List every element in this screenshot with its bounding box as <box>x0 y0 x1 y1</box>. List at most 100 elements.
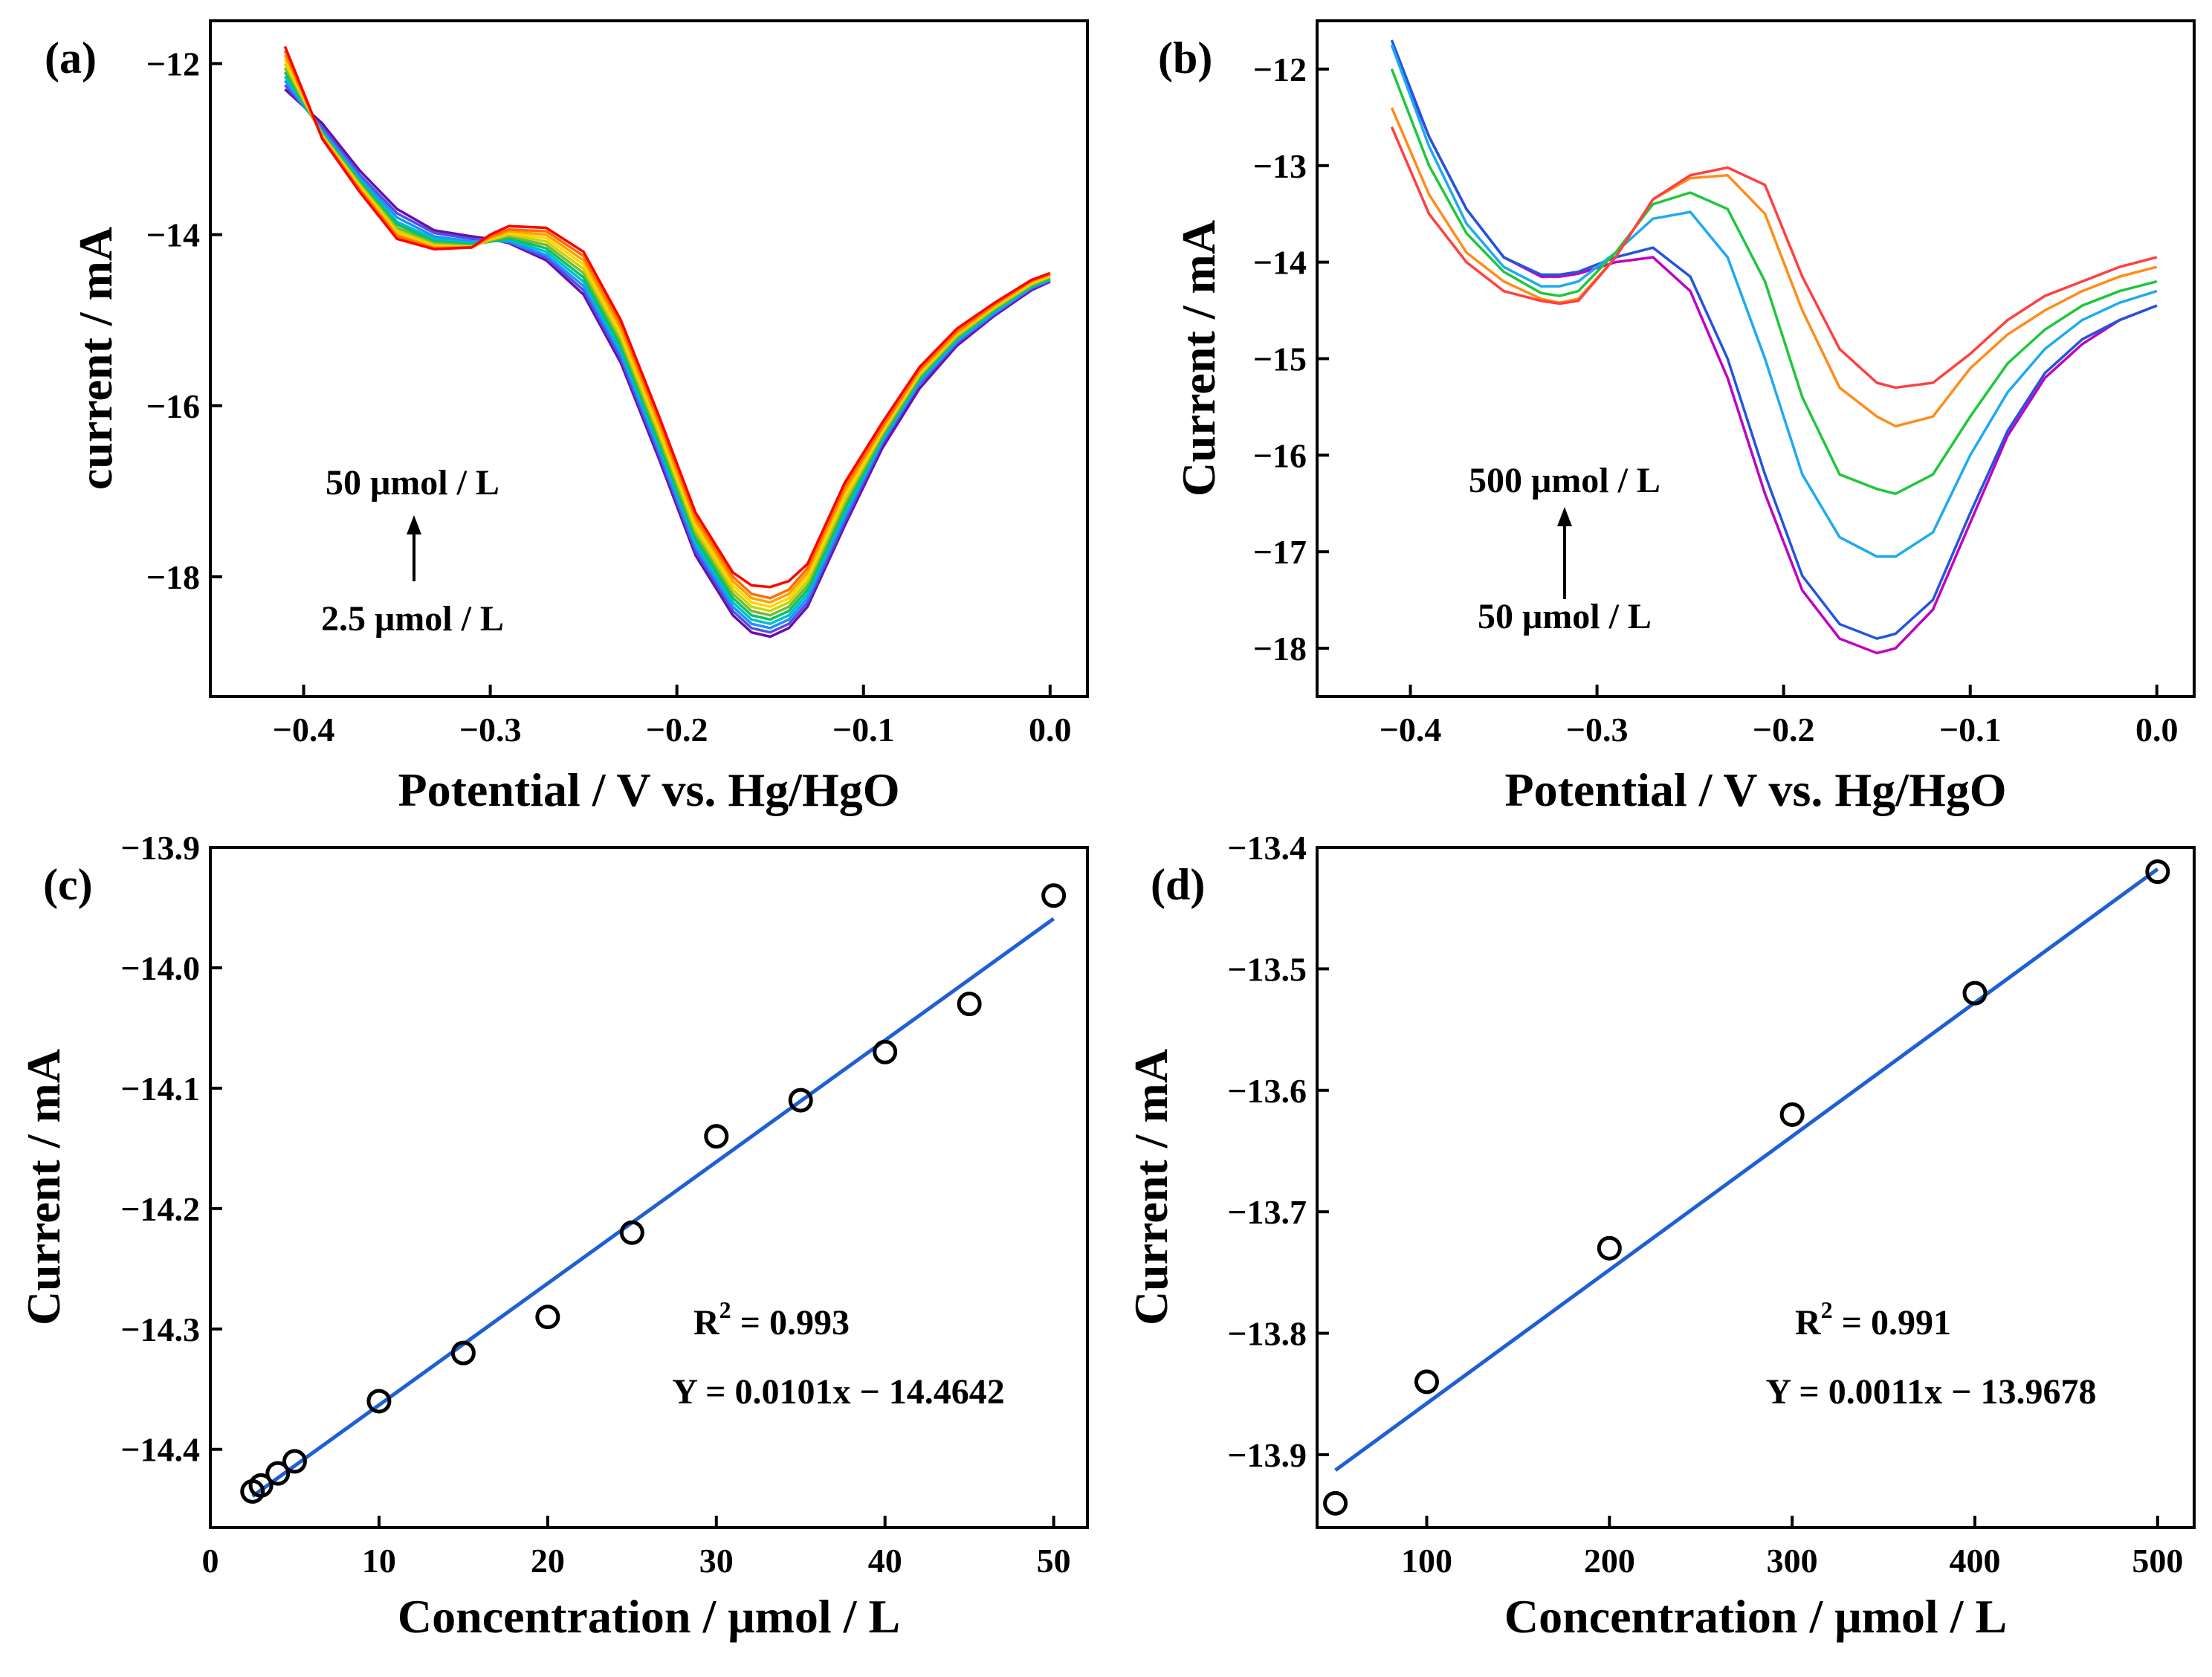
y-axis-title: Current / mA <box>17 1049 70 1325</box>
x-tick-label: −0.4 <box>1380 711 1442 749</box>
x-tick-label: 300 <box>1767 1542 1818 1580</box>
series-line <box>283 62 1051 613</box>
panel-b: −0.4 −0.3 −0.2 −0.1 0.0 −12 −13 −14 −15 −16 −17 −18… <box>1158 19 2196 816</box>
x-tick-label: 40 <box>868 1542 902 1580</box>
y-tick-label: −13.4 <box>1227 829 1307 867</box>
series-line <box>1390 39 2158 640</box>
annotation-top: 50 μmol / L <box>326 463 499 503</box>
y-tick-label: −14.4 <box>120 1431 200 1469</box>
series-line <box>1390 107 2158 428</box>
x-tick-label: 100 <box>1401 1542 1452 1580</box>
r-squared-superscript: 2 <box>719 1296 731 1323</box>
x-tick-label: 400 <box>1950 1542 2001 1580</box>
data-point <box>1323 1490 1348 1516</box>
fit-line <box>251 917 1055 1498</box>
fit-equation: Y = 0.0011x − 13.9678 <box>1766 1372 2097 1412</box>
data-point <box>2145 859 2170 885</box>
series-line <box>283 54 1051 604</box>
data-point <box>265 1461 291 1486</box>
annotation-top: 500 μmol / L <box>1469 461 1660 500</box>
x-axis-title: Potential / V vs. Hg/HgO <box>1505 763 2007 816</box>
data-point <box>788 1088 813 1113</box>
arrow-head-icon <box>407 515 421 534</box>
r-squared-value: = 0.993 <box>731 1303 850 1342</box>
y-tick-label: −15 <box>1253 340 1307 378</box>
series-line <box>283 45 1051 589</box>
data-point <box>366 1389 392 1414</box>
data-point <box>450 1340 476 1366</box>
x-tick-label: −0.3 <box>459 711 522 749</box>
x-tick-label: 500 <box>2132 1542 2183 1580</box>
series-line <box>1390 126 2158 390</box>
series-line <box>283 50 1051 600</box>
x-tick-label: 0.0 <box>1029 711 1072 749</box>
panel-c: 0 10 20 30 40 50 −13.9 −14.0 −14.1 −14.2 −14.3 −14.… <box>17 829 1089 1643</box>
y-tick-label: −13.8 <box>1227 1315 1307 1353</box>
y-tick-label: −12 <box>1253 51 1307 88</box>
series-line <box>1390 44 2158 655</box>
y-tick-label: −14.0 <box>120 949 200 987</box>
x-tick-label: −0.4 <box>273 711 335 749</box>
y-tick-label: −13.5 <box>1227 950 1307 988</box>
y-axis-title: current / mA <box>69 227 122 490</box>
y-tick-label: −13.7 <box>1227 1193 1307 1231</box>
x-tick-label: −0.2 <box>646 711 708 749</box>
y-tick-label: −16 <box>1253 436 1307 474</box>
y-tick-label: −14 <box>1253 244 1307 282</box>
fit-line <box>1334 867 2159 1472</box>
x-tick-label: 200 <box>1584 1542 1635 1580</box>
x-axis-title: Concentration / μmol / L <box>398 1590 900 1643</box>
y-tick-label: −12 <box>146 45 200 83</box>
series-line <box>1390 68 2158 496</box>
panel-label: (b) <box>1158 33 1212 83</box>
y-tick-label: −14.1 <box>120 1070 200 1108</box>
r-squared-prefix: R <box>693 1303 720 1342</box>
series-line <box>284 80 1051 630</box>
data-point <box>282 1449 307 1474</box>
data-point <box>1962 980 1988 1006</box>
r-squared-label: R2 = 0.991 <box>1795 1296 1951 1342</box>
x-tick-label: −0.1 <box>1939 711 2002 749</box>
panel-d: 100 200 300 400 500 −13.4 −13.5 −13.6 −13.7 −13.8… <box>1125 829 2196 1643</box>
y-tick-label: −14.3 <box>120 1311 200 1348</box>
data-point <box>704 1124 729 1149</box>
y-tick-label: −14.2 <box>120 1190 200 1228</box>
x-tick-label: −0.3 <box>1566 711 1629 749</box>
plot-frame-a <box>209 19 1089 698</box>
data-point <box>1414 1369 1439 1395</box>
annotation-bottom: 50 μmol / L <box>1478 597 1652 636</box>
x-tick-label: 30 <box>699 1542 734 1580</box>
data-point <box>619 1220 644 1245</box>
panel-label: (a) <box>45 33 97 83</box>
x-tick-label: 10 <box>362 1542 396 1580</box>
series-line <box>284 88 1051 639</box>
x-tick-label: 0.0 <box>2135 711 2179 749</box>
r-squared-value: = 0.991 <box>1833 1303 1951 1342</box>
fit-equation: Y = 0.0101x − 14.4642 <box>672 1372 1005 1412</box>
series-line <box>1390 44 2158 558</box>
data-point <box>248 1473 274 1498</box>
y-tick-label: −18 <box>1253 630 1307 668</box>
panel-label: (d) <box>1151 860 1205 909</box>
y-tick-label: −17 <box>1253 533 1307 571</box>
y-tick-label: −13.9 <box>1227 1436 1307 1474</box>
plot-frame-d <box>1316 846 2196 1529</box>
r-squared-label: R2 = 0.993 <box>693 1296 850 1342</box>
data-point <box>873 1039 898 1064</box>
y-tick-label: −13.6 <box>1227 1072 1307 1110</box>
x-tick-label: 20 <box>531 1542 565 1580</box>
y-axis-title: Current / mA <box>1172 220 1225 497</box>
plot-frame-c <box>209 846 1089 1529</box>
y-tick-label: −16 <box>146 387 200 425</box>
series-line <box>283 71 1051 621</box>
arrow-head-icon <box>1557 507 1572 526</box>
r-squared-superscript: 2 <box>1821 1296 1833 1323</box>
data-point <box>1779 1102 1805 1127</box>
series-line <box>283 67 1051 617</box>
data-point <box>957 992 982 1017</box>
x-axis-title: Potential / V vs. Hg/HgO <box>398 763 900 816</box>
x-tick-label: 0 <box>202 1542 219 1580</box>
y-tick-label: −18 <box>146 558 200 596</box>
x-tick-label: −0.2 <box>1753 711 1815 749</box>
